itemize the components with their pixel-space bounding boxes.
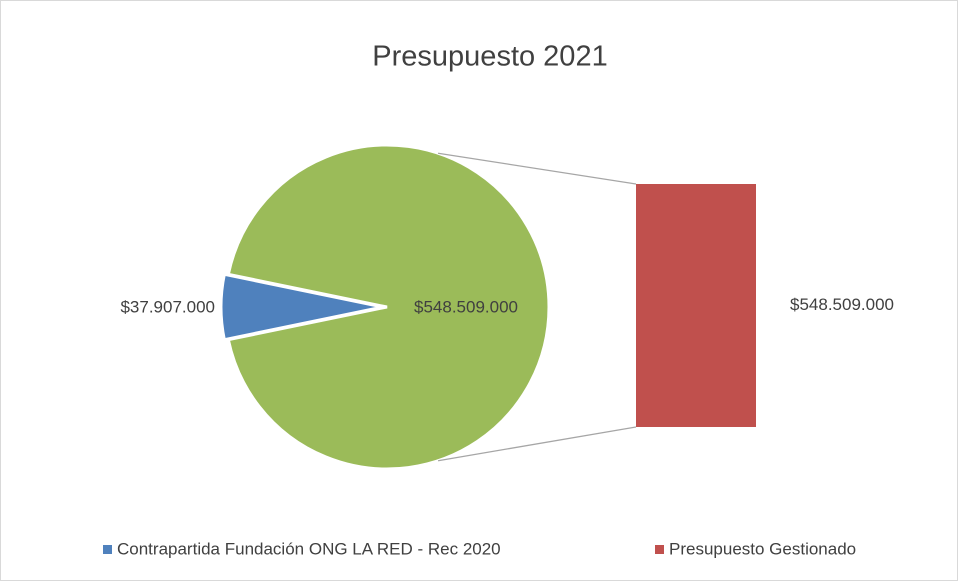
data-label: $548.509.000 [414,297,518,316]
chart-title: Presupuesto 2021 [372,41,607,73]
pie-slice [226,143,551,471]
connector-line [437,426,637,462]
legend-label: Contrapartida Fundación ONG LA RED - Rec… [117,539,501,558]
legend-swatch [103,545,112,554]
data-label: $37.907.000 [120,297,215,316]
connector-line [437,152,637,185]
legend-swatch [655,545,664,554]
pie-slice [219,272,384,342]
data-label: $548.509.000 [790,295,894,314]
legend-label: Presupuesto Gestionado [669,539,856,558]
bar-segment [636,184,756,427]
